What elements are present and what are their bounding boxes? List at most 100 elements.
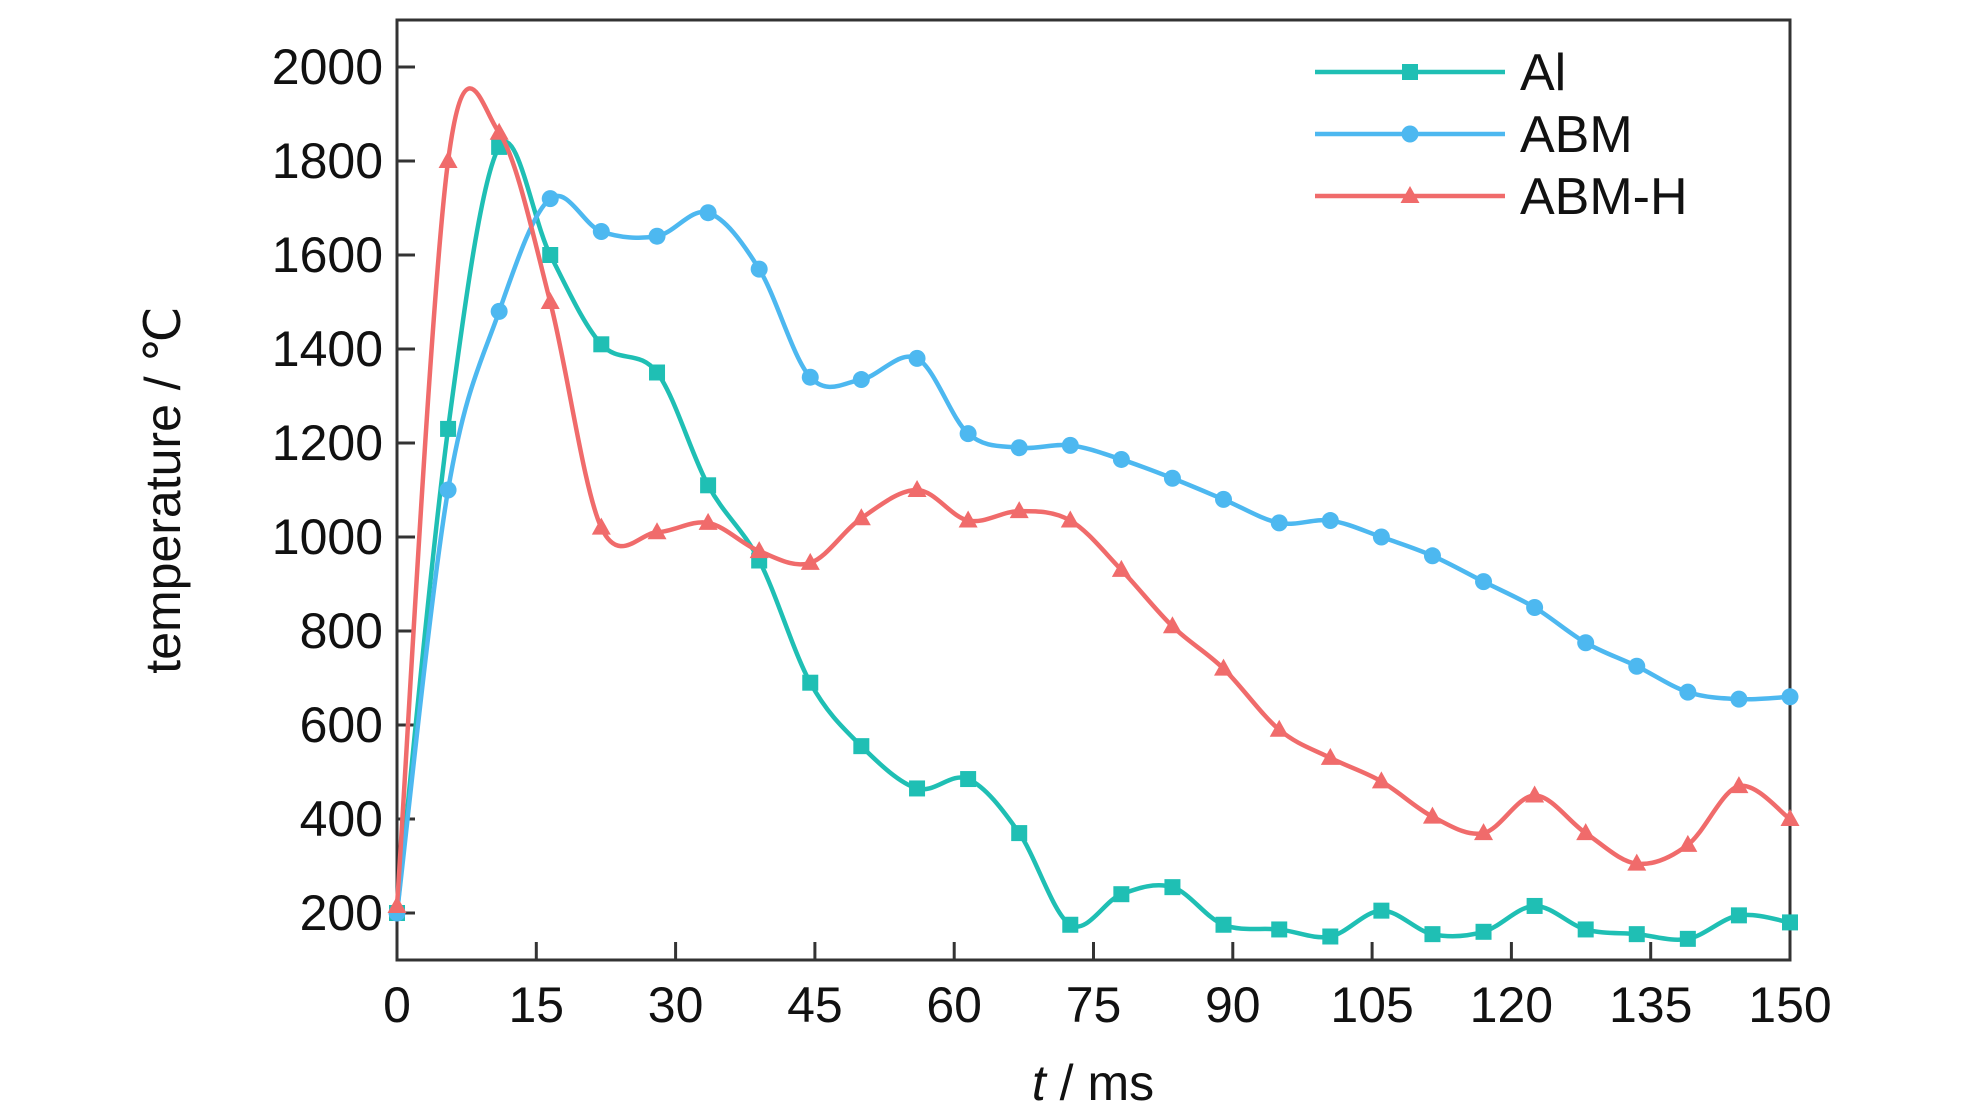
data-point-abm-h: [1060, 510, 1080, 528]
y-tick-label: 600: [300, 697, 383, 753]
data-point-al: [1424, 926, 1441, 943]
x-tick-label: 90: [1205, 977, 1261, 1033]
data-point-abm-h: [1525, 785, 1545, 803]
data-point-abm-h: [698, 512, 718, 530]
y-tick-label: 1800: [272, 133, 383, 189]
data-point-abm: [1526, 599, 1544, 616]
data-point-abm: [908, 349, 926, 367]
legend-label-al: Al: [1520, 44, 1566, 102]
data-point-abm-h: [1422, 806, 1442, 824]
data-point-abm: [750, 260, 768, 278]
series-abm: [388, 190, 1799, 922]
y-tick-label: 2000: [272, 39, 383, 95]
legend-label-abm-h: ABM-H: [1520, 168, 1688, 226]
data-point-al: [1679, 930, 1696, 947]
data-point-abm-h: [591, 517, 611, 535]
data-point-abm-h: [1269, 719, 1289, 737]
x-tick-label: 75: [1066, 977, 1122, 1033]
x-tick-label: 45: [787, 977, 843, 1033]
data-point-abm: [1163, 469, 1181, 487]
legend-marker-abm: [1401, 125, 1419, 143]
data-point-al: [1011, 825, 1028, 842]
data-point-al: [542, 247, 559, 263]
series-abm-h: [387, 86, 1800, 913]
data-point-al: [1271, 921, 1288, 938]
data-point-al: [1475, 923, 1492, 940]
legend-item-al: Al: [1315, 44, 1566, 102]
y-tick-label: 800: [300, 603, 383, 659]
data-point-abm: [1577, 634, 1595, 652]
data-point-abm: [1321, 512, 1339, 530]
data-point-al: [1164, 879, 1181, 896]
x-axis-title-symbol: t: [1032, 1055, 1048, 1110]
x-tick-label: 0: [383, 977, 411, 1033]
data-point-abm-h: [1474, 823, 1494, 841]
data-point-abm: [1423, 547, 1441, 565]
data-point-abm: [592, 223, 610, 240]
data-point-al: [649, 364, 666, 381]
data-point-abm-h: [1320, 747, 1340, 765]
data-point-abm-h: [1576, 823, 1596, 841]
x-tick-label: 150: [1748, 977, 1831, 1033]
data-point-abm-h: [1729, 776, 1749, 794]
data-point-abm: [1061, 436, 1079, 454]
plot-area: [395, 18, 1792, 962]
data-point-al: [802, 674, 819, 691]
data-point-abm: [1628, 657, 1646, 675]
data-point-abm-h: [647, 522, 667, 540]
x-tick-label: 15: [508, 977, 564, 1033]
x-axis: 0 15 30 45 60 75 90 105 120 135 150: [383, 942, 1832, 1033]
y-axis: 200 400 600 800 1000 1200 1400 1600 1800 2000: [272, 39, 415, 941]
data-point-al: [1322, 928, 1339, 945]
data-point-al: [1730, 907, 1747, 924]
data-point-abm: [1270, 514, 1288, 532]
y-tick-label: 200: [300, 885, 383, 941]
data-point-abm-h: [540, 292, 560, 309]
data-point-abm: [852, 371, 870, 389]
data-point-al: [909, 780, 926, 797]
y-tick-label: 1200: [272, 415, 383, 471]
data-point-abm-h: [907, 480, 927, 497]
data-point-al: [1526, 897, 1543, 914]
data-point-abm: [959, 425, 977, 443]
data-point-al: [440, 420, 457, 437]
data-point-abm-h: [438, 151, 458, 168]
y-axis-title: temperature / ℃: [135, 306, 191, 673]
x-tick-label: 135: [1609, 977, 1692, 1033]
data-point-al: [1373, 902, 1390, 919]
x-tick-label: 60: [926, 977, 982, 1033]
data-point-abm-h: [1009, 501, 1029, 519]
data-point-al: [1215, 916, 1232, 933]
data-point-abm: [1112, 450, 1130, 468]
data-point-abm-h: [1111, 559, 1131, 577]
data-point-abm-h: [1627, 853, 1647, 871]
data-point-abm-h: [1371, 771, 1391, 789]
data-point-abm: [1372, 528, 1390, 546]
data-point-abm: [648, 227, 666, 245]
legend-item-abm: ABM: [1315, 106, 1633, 164]
data-point-abm-h: [489, 122, 509, 140]
x-axis-title: t / ms: [1032, 1055, 1154, 1110]
data-point-abm-h: [1780, 809, 1800, 826]
data-point-abm: [541, 190, 559, 208]
legend-marker-al: [1402, 64, 1418, 80]
data-point-abm-h: [851, 508, 871, 526]
x-tick-label: 30: [648, 977, 704, 1033]
y-tick-label: 400: [300, 791, 383, 847]
data-point-abm-h: [1162, 616, 1182, 634]
x-axis-title-unit: / ms: [1046, 1055, 1154, 1110]
data-point-al: [853, 738, 870, 755]
data-point-abm-h: [1678, 834, 1698, 852]
data-point-abm: [1010, 439, 1028, 457]
data-point-abm: [1730, 690, 1748, 708]
data-point-abm-h: [958, 510, 978, 528]
data-point-al: [1782, 914, 1798, 931]
data-point-abm: [1475, 573, 1493, 591]
data-point-abm-h: [387, 895, 407, 913]
y-tick-label: 1400: [272, 321, 383, 377]
data-point-abm: [1215, 490, 1233, 508]
data-point-abm: [1679, 683, 1697, 701]
data-point-abm: [801, 368, 819, 386]
y-tick-label: 1600: [272, 227, 383, 283]
